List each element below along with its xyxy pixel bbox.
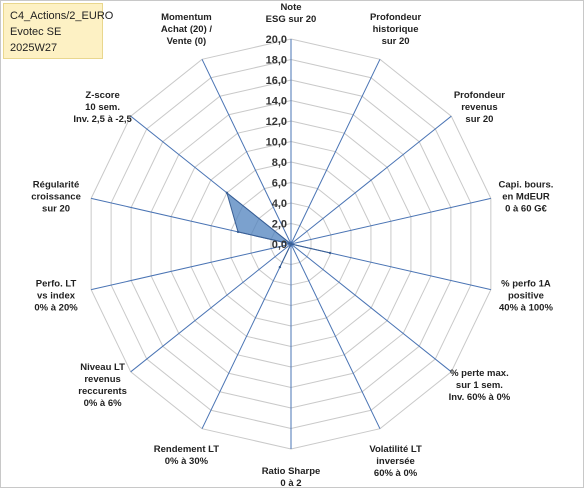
category-label: Profondeur revenus sur 20	[454, 90, 505, 125]
axis-spoke	[201, 243, 292, 429]
tick-label: 18,0	[266, 55, 287, 67]
tick-label: 16,0	[266, 75, 287, 87]
header-line-week: 2025W27	[10, 42, 58, 54]
category-label: Ratio Sharpe 0 à 2	[262, 466, 321, 488]
data-point	[278, 265, 282, 269]
header-line-category: C4_Actions/2_EURO	[10, 10, 114, 22]
tick-label: 8,0	[272, 157, 287, 169]
category-label: Profondeur historique sur 20	[370, 12, 421, 47]
radar-series	[225, 191, 332, 269]
axis-spoke	[290, 197, 491, 245]
data-point	[236, 230, 240, 234]
category-label: Régularité croissance sur 20	[31, 179, 81, 214]
axis-spoke	[130, 243, 292, 373]
data-point	[289, 242, 293, 246]
tick-label: 0,0	[272, 239, 287, 251]
tick-label: 6,0	[272, 178, 287, 190]
tick-label: 12,0	[266, 116, 287, 128]
tick-label: 4,0	[272, 198, 287, 210]
category-label: % perfo 1A positive 40% à 100%	[499, 279, 553, 314]
header-line-company: Evotec SE	[10, 26, 62, 38]
data-point	[328, 251, 332, 255]
axis-spoke	[290, 115, 452, 245]
category-label: % perte max. sur 1 sem. Inv. 60% à 0%	[449, 368, 511, 403]
axis-spoke	[201, 59, 292, 245]
category-label: Momentum Achat (20) / Vente (0)	[161, 12, 213, 47]
axis-spoke	[290, 59, 381, 245]
tick-label: 14,0	[266, 96, 287, 108]
category-label: Z-score 10 sem. Inv. 2,5 à -2,5	[73, 90, 132, 125]
radar-axes	[91, 39, 491, 449]
header-info-box: C4_Actions/2_EURO Evotec SE 2025W27	[3, 3, 114, 59]
radial-tick-labels: 0,0 2,0 4,0 6,0 8,0 10,0 12,0 14,0 16,0 18,0 20,0	[266, 34, 287, 251]
category-label: Niveau LT revenus reccurents 0% à 6%	[78, 362, 127, 409]
data-point	[225, 191, 229, 195]
category-label: Note ESG sur 20	[266, 2, 317, 25]
tick-label: 20,0	[266, 34, 287, 46]
tick-label: 2,0	[272, 219, 287, 231]
category-label: Capi. bours. en MdEUR 0 à 60 G€	[499, 179, 554, 214]
category-labels: Note ESG sur 20 Profondeur historique sur 20…	[31, 2, 553, 488]
axis-spoke	[290, 243, 452, 373]
category-label: Rendement LT 0% à 30%	[154, 444, 219, 467]
category-label: Perfo. LT vs index 0% à 20%	[34, 279, 78, 314]
tick-label: 10,0	[266, 137, 287, 149]
series-area	[225, 191, 331, 268]
axis-spoke	[91, 243, 292, 291]
axis-spoke	[290, 243, 381, 429]
category-label: Volatilité LT inversée 60% à 0%	[369, 444, 422, 479]
